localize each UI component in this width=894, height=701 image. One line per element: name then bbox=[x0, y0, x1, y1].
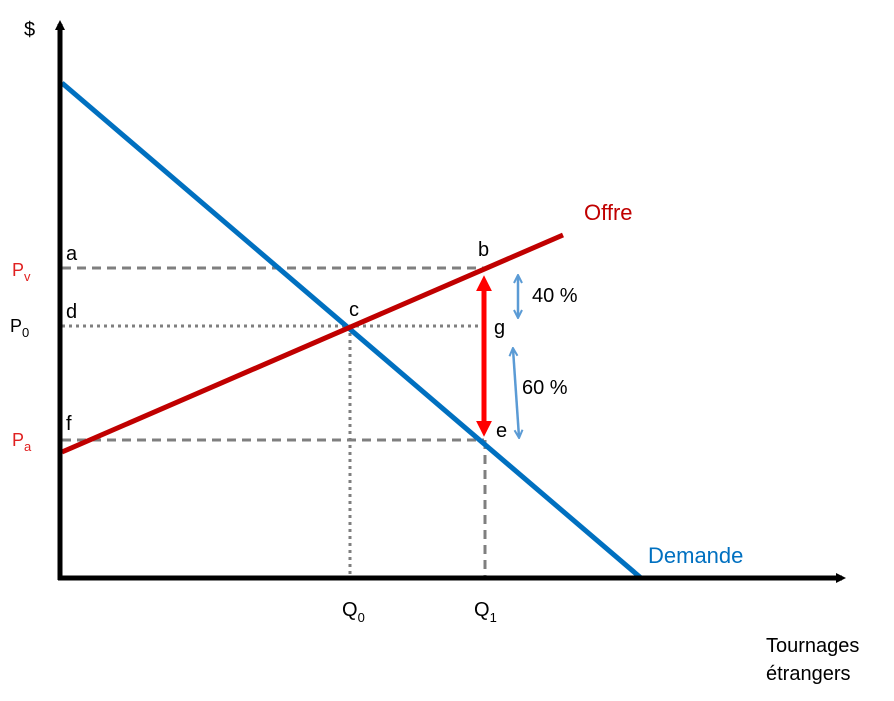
supply-label: Offre bbox=[584, 200, 633, 225]
price-p0-label: P0 bbox=[10, 316, 29, 340]
x-axis-label-line2: étrangers bbox=[766, 663, 851, 685]
point-e-label: e bbox=[496, 420, 507, 442]
point-g-label: g bbox=[494, 317, 505, 339]
point-d-label: d bbox=[66, 301, 77, 323]
point-f-label: f bbox=[66, 413, 72, 435]
share-40-label: 40 % bbox=[532, 285, 578, 307]
price-pa-label: Pa bbox=[12, 430, 32, 454]
y-axis-label: $ bbox=[24, 19, 35, 41]
supply-curve bbox=[61, 232, 564, 455]
demand-label: Demande bbox=[648, 543, 743, 568]
point-b-label: b bbox=[478, 239, 489, 261]
x-axis-label-line1: Tournages bbox=[766, 635, 859, 657]
quantity-q1-label: Q1 bbox=[474, 599, 497, 625]
price-pv-label: Pv bbox=[12, 260, 31, 284]
demand-curve bbox=[60, 81, 643, 580]
share-60-label: 60 % bbox=[522, 377, 568, 399]
quantity-q0-label: Q0 bbox=[342, 599, 365, 625]
point-c-label: c bbox=[349, 299, 359, 321]
share-60-arrow bbox=[513, 349, 519, 437]
point-a-label: a bbox=[66, 243, 78, 265]
